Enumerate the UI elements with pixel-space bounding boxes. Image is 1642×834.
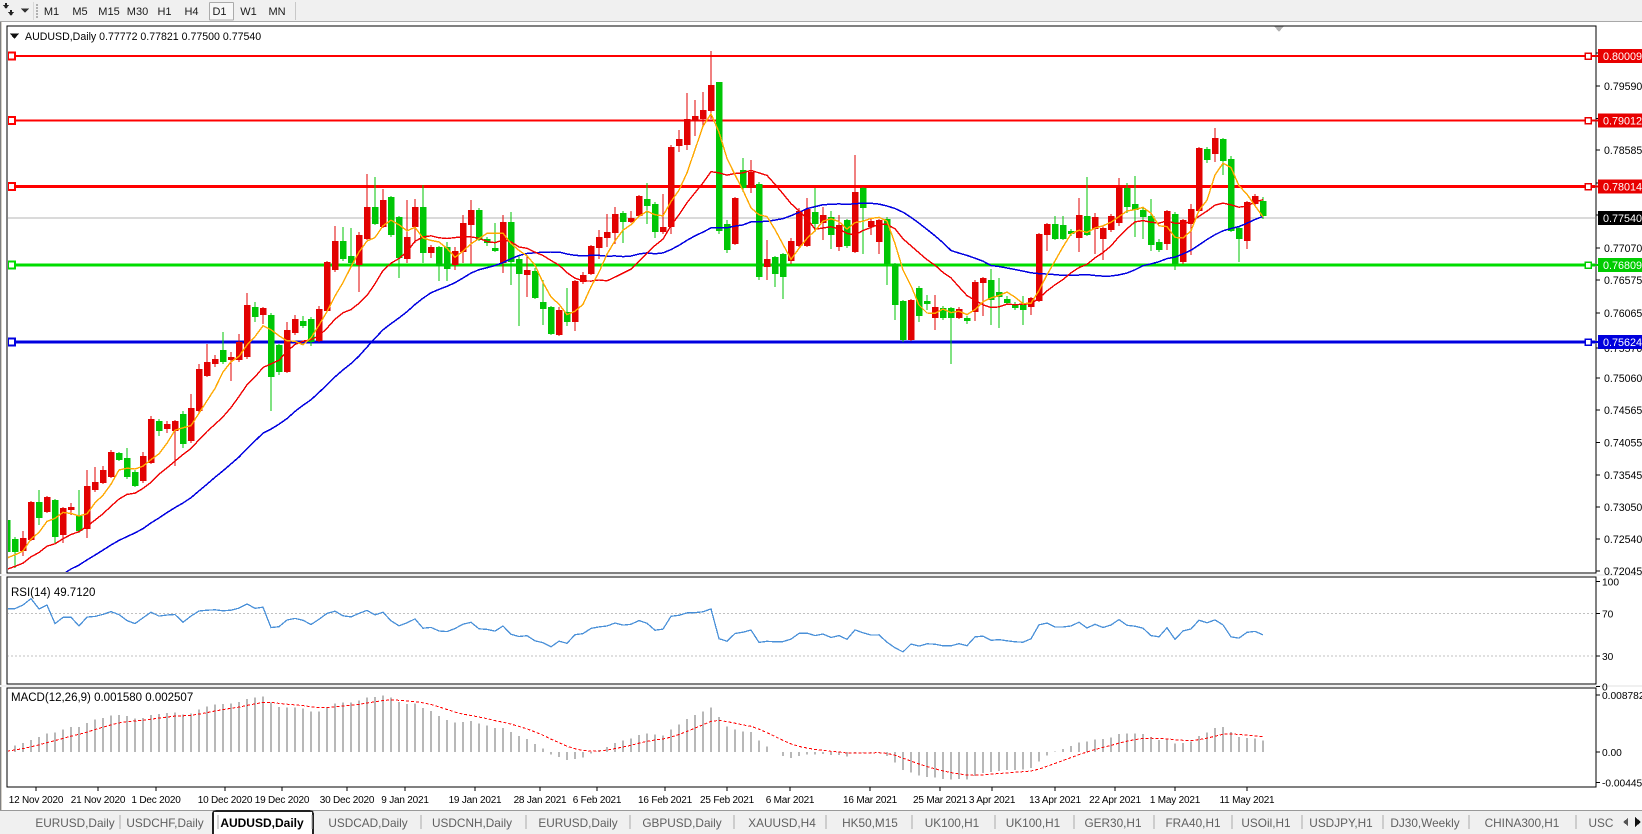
svg-text:0.78014: 0.78014 [1603, 182, 1642, 194]
svg-text:10 Dec 2020: 10 Dec 2020 [198, 795, 253, 806]
svg-text:AUDUSD,Daily: AUDUSD,Daily [220, 816, 304, 830]
svg-text:70: 70 [1602, 610, 1614, 621]
svg-text:0.72540: 0.72540 [1604, 534, 1642, 546]
svg-text:EURUSD,Daily: EURUSD,Daily [35, 816, 114, 830]
svg-text:19 Dec 2020: 19 Dec 2020 [255, 795, 310, 806]
svg-text:0.79012: 0.79012 [1603, 116, 1642, 128]
svg-text:M5: M5 [72, 6, 87, 18]
svg-text:0.75624: 0.75624 [1603, 337, 1642, 349]
svg-text:19 Jan 2021: 19 Jan 2021 [449, 795, 502, 806]
svg-text:USC: USC [1589, 816, 1614, 830]
svg-text:6 Mar 2021: 6 Mar 2021 [766, 795, 815, 806]
svg-text:0.77070: 0.77070 [1604, 243, 1642, 255]
svg-text:16 Mar 2021: 16 Mar 2021 [843, 795, 898, 806]
svg-text:25 Feb 2021: 25 Feb 2021 [700, 795, 755, 806]
svg-text:M15: M15 [98, 6, 119, 18]
svg-text:0.76575: 0.76575 [1604, 275, 1642, 287]
svg-text:DJ30,Weekly: DJ30,Weekly [1390, 816, 1459, 830]
svg-text:30: 30 [1602, 652, 1614, 663]
svg-text:XAUUSD,H4: XAUUSD,H4 [748, 816, 816, 830]
svg-text:H1: H1 [157, 6, 171, 18]
svg-text:13 Apr 2021: 13 Apr 2021 [1029, 795, 1081, 806]
svg-text:1 Dec 2020: 1 Dec 2020 [131, 795, 181, 806]
svg-text:USOil,H1: USOil,H1 [1241, 816, 1290, 830]
svg-text:30 Dec 2020: 30 Dec 2020 [320, 795, 375, 806]
svg-text:GER30,H1: GER30,H1 [1084, 816, 1141, 830]
svg-text:RSI(14) 49.7120: RSI(14) 49.7120 [11, 587, 95, 599]
svg-text:MACD(12,26,9) 0.001580 0.00250: MACD(12,26,9) 0.001580 0.002507 [11, 692, 193, 704]
svg-text:M30: M30 [127, 6, 148, 18]
svg-text:0.78585: 0.78585 [1604, 145, 1642, 157]
svg-text:CHINA300,H1: CHINA300,H1 [1485, 816, 1560, 830]
svg-text:0.79590: 0.79590 [1604, 81, 1642, 93]
svg-text:0.00: 0.00 [1602, 748, 1622, 759]
svg-text:H4: H4 [184, 6, 198, 18]
svg-text:21 Nov 2020: 21 Nov 2020 [71, 795, 126, 806]
svg-text:0.74565: 0.74565 [1604, 405, 1642, 417]
svg-text:0.76809: 0.76809 [1603, 260, 1642, 272]
svg-text:UK100,H1: UK100,H1 [925, 816, 979, 830]
svg-text:USDJPY,H1: USDJPY,H1 [1309, 816, 1372, 830]
svg-text:12 Nov 2020: 12 Nov 2020 [9, 795, 64, 806]
svg-text:D1: D1 [212, 6, 226, 18]
svg-text:0.008782: 0.008782 [1602, 691, 1642, 702]
svg-text:0.75060: 0.75060 [1604, 373, 1642, 385]
svg-text:FRA40,H1: FRA40,H1 [1165, 816, 1220, 830]
svg-text:MN: MN [268, 6, 285, 18]
svg-text:22 Apr 2021: 22 Apr 2021 [1089, 795, 1141, 806]
svg-text:16 Feb 2021: 16 Feb 2021 [638, 795, 693, 806]
svg-text:0.74055: 0.74055 [1604, 438, 1642, 450]
svg-text:100: 100 [1602, 578, 1619, 589]
svg-text:EURUSD,Daily: EURUSD,Daily [538, 816, 617, 830]
svg-text:6 Feb 2021: 6 Feb 2021 [573, 795, 622, 806]
svg-text:UK100,H1: UK100,H1 [1006, 816, 1060, 830]
svg-text:0.80009: 0.80009 [1603, 51, 1642, 63]
svg-text:AUDUSD,Daily 0.77772 0.77821: AUDUSD,Daily 0.77772 0.77821 0.77500 0.7… [25, 31, 261, 43]
svg-text:USDCNH,Daily: USDCNH,Daily [432, 816, 512, 830]
svg-text:0.72045: 0.72045 [1604, 566, 1642, 578]
svg-text:GBPUSD,Daily: GBPUSD,Daily [642, 816, 721, 830]
svg-text:28 Jan 2021: 28 Jan 2021 [514, 795, 567, 806]
svg-text:USDCAD,Daily: USDCAD,Daily [328, 816, 407, 830]
svg-text:3 Apr 2021: 3 Apr 2021 [969, 795, 1016, 806]
svg-text:USDCHF,Daily: USDCHF,Daily [126, 816, 203, 830]
svg-text:W1: W1 [240, 6, 257, 18]
svg-text:M1: M1 [44, 6, 59, 18]
svg-text:0.73050: 0.73050 [1604, 502, 1642, 514]
svg-text:9 Jan 2021: 9 Jan 2021 [381, 795, 429, 806]
svg-text:0: 0 [1602, 682, 1608, 693]
svg-text:0.73545: 0.73545 [1604, 470, 1642, 482]
svg-text:HK50,M15: HK50,M15 [842, 816, 898, 830]
svg-text:0.77540: 0.77540 [1603, 213, 1642, 225]
svg-text:1 May 2021: 1 May 2021 [1150, 795, 1201, 806]
svg-text:0.76065: 0.76065 [1604, 308, 1642, 320]
svg-text:11 May 2021: 11 May 2021 [1220, 795, 1276, 806]
svg-text:25 Mar 2021: 25 Mar 2021 [913, 795, 968, 806]
